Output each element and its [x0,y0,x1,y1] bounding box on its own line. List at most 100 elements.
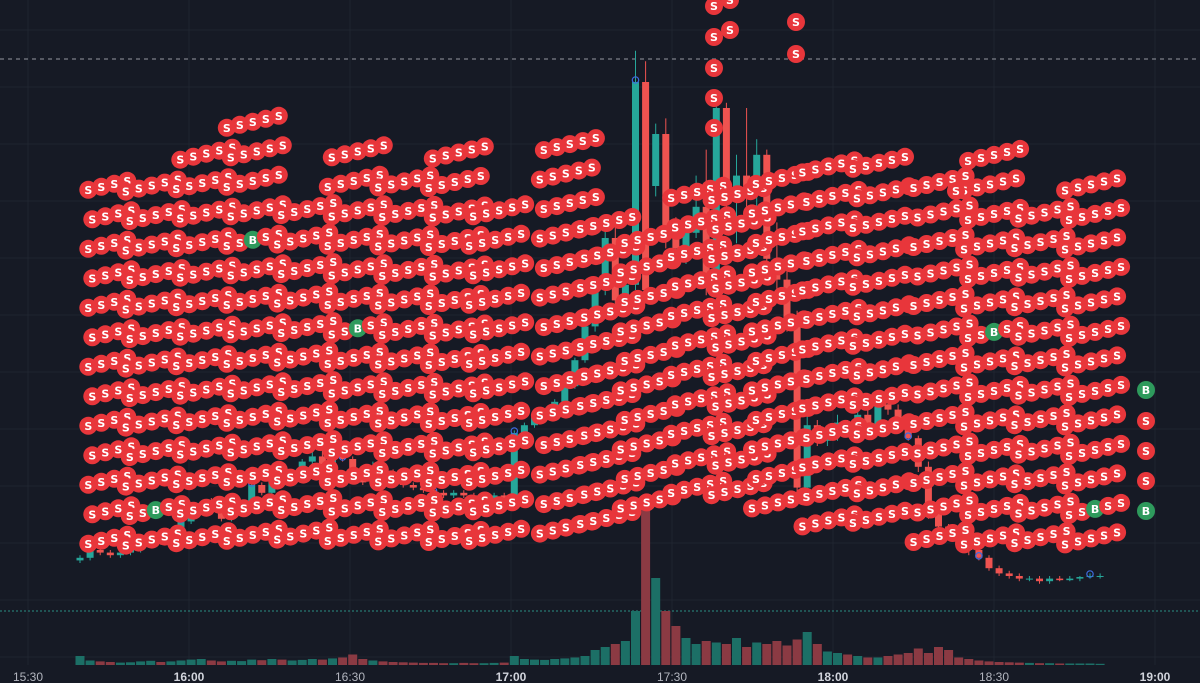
indicator-dot [975,551,983,560]
marker-label: S [517,523,525,536]
marker-label: S [152,386,160,399]
volume-bar [853,656,863,665]
candle-body [86,550,94,558]
marker-label: S [576,282,584,295]
marker-label: S [1041,266,1049,279]
marker-label: S [549,466,557,479]
marker-label: S [122,540,130,553]
marker-label: S [1054,499,1062,512]
time-axis-label: 19:00 [1140,670,1171,683]
candle-body [894,409,902,423]
marker-label: S [589,515,597,528]
marker-label: S [286,413,294,426]
marker-label: S [228,201,236,214]
marker-label: S [380,139,388,152]
marker-label: S [198,236,206,249]
marker-label: S [442,268,450,281]
marker-label: S [316,318,324,331]
marker-label: S [185,475,193,488]
sell-marker: S [1108,464,1127,483]
marker-label: S [734,247,742,260]
marker-label: S [465,417,473,430]
marker-label: S [521,493,529,506]
marker-label: S [240,148,248,161]
marker-label: S [324,181,332,194]
marker-label: S [712,460,720,473]
marker-label: S [324,535,332,548]
marker-label: S [508,378,516,391]
marker-label: S [249,411,257,424]
marker-label: S [110,414,118,427]
candle-body [248,485,256,506]
marker-label: S [228,378,236,391]
marker-label: S [178,439,186,452]
marker-label: S [228,142,236,155]
marker-label: S [1054,204,1062,217]
marker-label: S [189,269,197,282]
volume-bar [348,654,358,665]
marker-label: S [189,210,197,223]
marker-label: S [999,175,1007,188]
marker-label: S [1037,413,1045,426]
volume-bar [913,648,923,665]
marker-label: S [273,416,281,429]
marker-label: S [999,352,1007,365]
marker-label: S [148,298,156,311]
time-axis-label: 15:30 [13,670,43,683]
candle-body [1066,578,1074,581]
marker-label: S [1117,379,1125,392]
marker-label: S [438,474,446,487]
volume-bars [75,500,1105,665]
marker-label: S [901,446,909,459]
marker-label: S [853,369,861,382]
volume-bar [600,647,610,665]
marker-label: S [324,299,332,312]
marker-label: S [417,438,425,451]
marker-label: S [139,212,147,225]
marker-label: S [391,326,399,339]
marker-label: S [299,351,307,364]
marker-label: S [660,287,668,300]
marker-label: S [593,486,601,499]
marker-label: S [279,493,287,506]
marker-label: S [829,367,837,380]
marker-label: S [761,499,769,512]
sell-marker: S [512,460,531,479]
buy-marker: B [1137,381,1155,399]
sell-marker: S [947,182,965,200]
marker-label: S [491,529,499,542]
volume-bar [732,638,741,665]
marker-label: S [1091,385,1099,398]
marker-label: S [862,396,870,409]
volume-bar [610,644,620,665]
marker-label: S [593,368,601,381]
marker-label: S [553,200,561,213]
marker-label: S [391,503,399,516]
marker-label: S [1087,237,1095,250]
marker-label: S [643,437,651,450]
volume-bar [903,653,913,665]
sell-marker: S [1112,375,1131,394]
marker-label: S [253,145,261,158]
marker-label: S [312,407,320,420]
marker-label: S [697,333,705,346]
marker-label: S [495,440,503,453]
marker-label: S [973,299,981,312]
marker-label: S [721,191,729,204]
marker-label: S [630,322,638,335]
marker-label: S [593,427,601,440]
candle-body [884,404,892,410]
marker-label: S [275,228,283,241]
marker-label: S [429,271,437,284]
marker-label: S [1113,467,1121,480]
marker-label: S [275,110,283,123]
marker-label: S [495,499,503,512]
marker-label: S [892,478,900,491]
marker-label: S [135,537,143,550]
marker-label: S [606,365,614,378]
sell-marker: S [1011,139,1030,158]
marker-label: S [425,300,433,313]
marker-label: S [387,473,395,486]
marker-label: S [566,197,574,210]
